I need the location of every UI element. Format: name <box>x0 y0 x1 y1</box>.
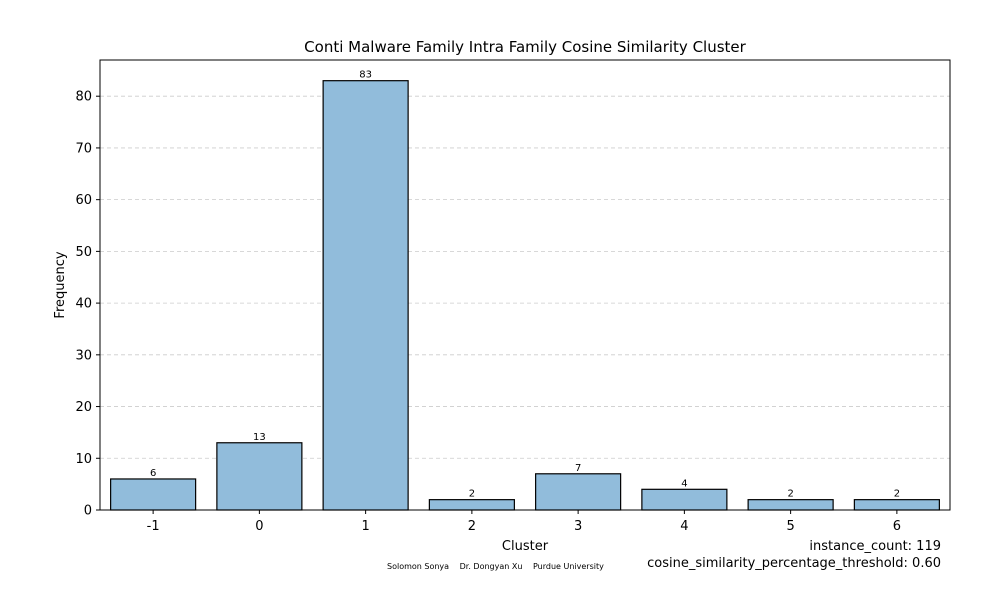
y-axis-label: Frequency <box>53 251 68 318</box>
credit-advisor: Dr. Dongyan Xu <box>459 562 523 571</box>
y-tick-label: 80 <box>75 90 92 105</box>
similarity-threshold: cosine_similarity_percentage_threshold: … <box>647 556 941 571</box>
bar-value-label: 2 <box>894 489 900 500</box>
bar <box>110 478 197 511</box>
y-tick-label: 60 <box>75 193 92 208</box>
x-tick-label: 6 <box>893 519 901 534</box>
stats-block: instance_count: 119 cosine_similarity_pe… <box>647 538 941 572</box>
bar-value-labels: 6 13 83 2 7 4 2 2 <box>150 70 900 500</box>
credit-author: Solomon Sonya <box>387 562 450 571</box>
x-tick-label: 5 <box>786 519 794 534</box>
bar-value-label: 13 <box>253 432 266 443</box>
y-tick-label: 40 <box>75 297 92 312</box>
y-tick-label: 10 <box>75 452 92 467</box>
y-axis-ticks: 0 10 20 30 40 50 60 70 80 <box>75 90 100 519</box>
x-tick-label: 3 <box>574 519 582 534</box>
bar-value-label: 83 <box>359 70 372 81</box>
credit-institution: Purdue University <box>532 562 604 571</box>
bars <box>110 80 940 511</box>
x-axis-ticks: -1 0 1 2 3 4 5 6 <box>147 510 901 534</box>
plot-frame <box>99 59 951 511</box>
bar <box>216 442 303 511</box>
bar <box>747 499 834 511</box>
x-tick-label: -1 <box>147 519 160 534</box>
x-tick-label: 1 <box>361 519 369 534</box>
bar <box>641 488 728 511</box>
y-tick-label: 50 <box>75 245 92 260</box>
bar <box>428 499 515 511</box>
grid-lines <box>100 95 950 459</box>
bar-value-label: 6 <box>150 468 156 479</box>
bar-value-label: 4 <box>681 478 687 489</box>
bar-value-label: 7 <box>575 463 581 474</box>
instance-count: instance_count: 119 <box>809 539 941 554</box>
bar-value-label: 2 <box>469 489 475 500</box>
y-tick-label: 70 <box>75 141 92 156</box>
x-tick-label: 2 <box>468 519 476 534</box>
y-tick-label: 20 <box>75 400 92 415</box>
bar <box>853 499 940 511</box>
credits: Solomon Sonya Dr. Dongyan Xu Purdue Univ… <box>387 562 612 571</box>
bar <box>535 473 622 511</box>
chart-title: Conti Malware Family Intra Family Cosine… <box>304 38 746 56</box>
bar-value-label: 2 <box>787 489 793 500</box>
x-axis-label: Cluster <box>502 539 549 554</box>
x-tick-label: 4 <box>680 519 688 534</box>
bar <box>322 80 409 511</box>
y-tick-label: 0 <box>84 504 92 519</box>
y-tick-label: 30 <box>75 348 92 363</box>
x-tick-label: 0 <box>255 519 263 534</box>
